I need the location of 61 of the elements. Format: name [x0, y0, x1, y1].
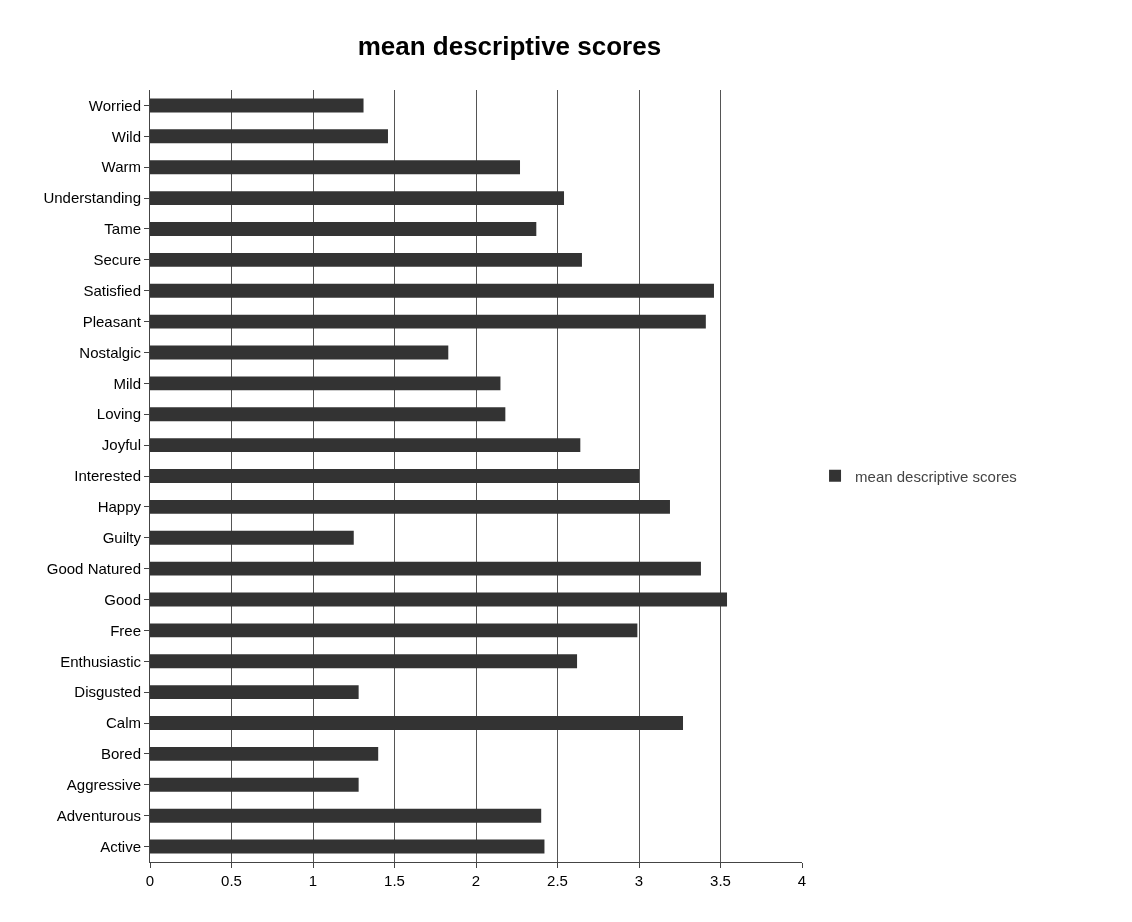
- y-tick-label: Pleasant: [82, 312, 142, 330]
- bar: [150, 654, 578, 669]
- bar: [150, 129, 388, 144]
- y-tick-label: Happy: [97, 498, 142, 516]
- bar: [150, 716, 684, 730]
- bar: [150, 407, 506, 422]
- x-tick-label: 4: [797, 872, 807, 889]
- x-tick-label: 1.5: [384, 872, 405, 889]
- y-tick-label: Worried: [88, 96, 141, 114]
- bar: [150, 623, 638, 638]
- y-tick-label: Aggressive: [66, 776, 141, 794]
- x-tick-label: 2: [471, 872, 481, 889]
- y-tick-label: Satisfied: [83, 281, 141, 299]
- chart-title: mean descriptive scores: [357, 31, 662, 62]
- y-tick-label: Enthusiastic: [60, 652, 142, 670]
- x-tick-label: 3.5: [710, 872, 731, 889]
- y-tick-label: Bored: [100, 745, 141, 763]
- bar: [150, 438, 581, 453]
- bar: [150, 530, 354, 545]
- y-tick-label: Loving: [96, 405, 141, 423]
- y-tick-label: Interested: [74, 467, 141, 485]
- bar: [150, 160, 521, 175]
- bar: [150, 777, 359, 792]
- bar: [150, 561, 701, 576]
- y-tick-label: Good Natured: [46, 559, 141, 577]
- bar: [150, 345, 449, 360]
- bar: [150, 376, 501, 391]
- bar: [150, 252, 582, 267]
- y-tick-label: Active: [100, 837, 141, 855]
- bar: [150, 808, 542, 823]
- y-tick-label: Guilty: [102, 529, 142, 547]
- y-tick-label: Calm: [105, 714, 141, 732]
- y-tick-label: Understanding: [43, 189, 141, 207]
- y-tick-label: Secure: [93, 251, 141, 269]
- bar: [150, 191, 565, 206]
- bar: [150, 283, 714, 298]
- x-tick-label: 1: [308, 872, 318, 889]
- y-tick-label: Free: [110, 621, 141, 639]
- y-tick-label: Nostalgic: [79, 343, 142, 361]
- y-tick-label: Good: [104, 590, 141, 608]
- bar: [150, 98, 364, 113]
- y-tick-label: Wild: [111, 127, 141, 145]
- bar: [150, 839, 545, 854]
- y-tick-label: Warm: [101, 158, 141, 176]
- x-tick-label: 0.5: [221, 872, 242, 889]
- bar: [150, 499, 670, 514]
- x-tick-label: 0: [145, 872, 155, 889]
- bar: [150, 314, 706, 329]
- bar: [150, 469, 639, 483]
- bar: [150, 746, 379, 761]
- y-tick-label: Tame: [104, 220, 141, 238]
- x-tick-label: 3: [634, 872, 644, 889]
- y-tick-label: Disgusted: [74, 683, 141, 701]
- bar: [150, 685, 359, 700]
- legend-label: mean descriptive scores: [855, 467, 1017, 485]
- bar: [150, 592, 728, 607]
- bar: [150, 222, 537, 236]
- y-tick-label: Joyful: [101, 436, 141, 454]
- y-tick-label: Mild: [113, 374, 141, 392]
- x-tick-label: 2.5: [547, 872, 568, 889]
- y-tick-label: Adventurous: [56, 806, 141, 824]
